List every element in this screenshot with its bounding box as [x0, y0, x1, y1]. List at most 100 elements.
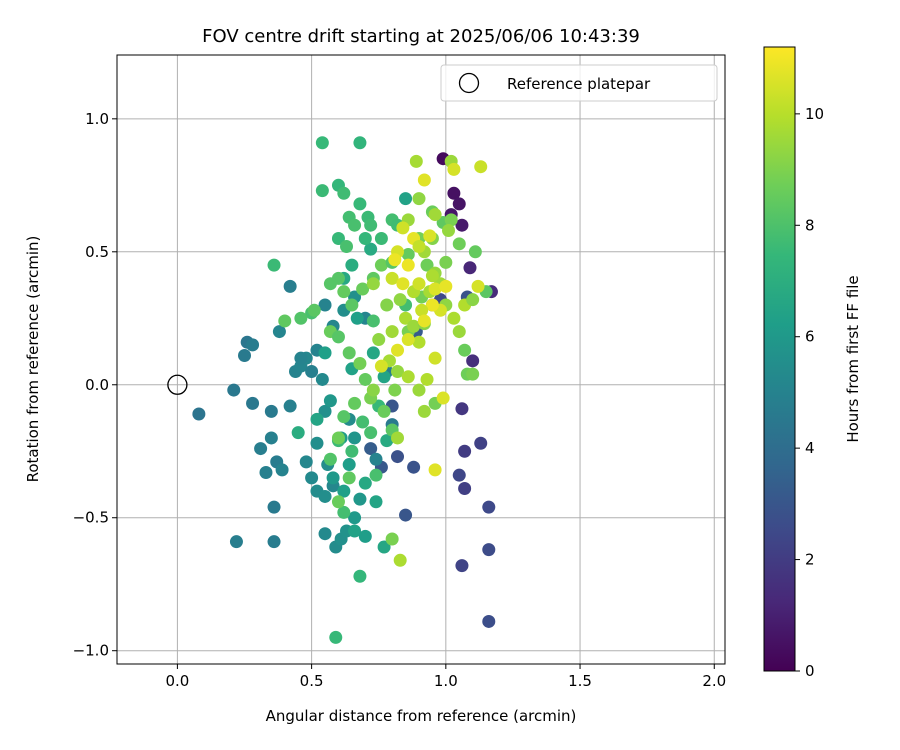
data-point: [331, 231, 345, 245]
data-point: [374, 231, 388, 245]
data-point: [299, 455, 313, 469]
y-axis-label: Rotation from reference (arcmin): [24, 236, 42, 483]
data-point: [310, 412, 324, 426]
colorbar-label: Hours from first FF file: [844, 275, 862, 442]
data-point: [264, 404, 278, 418]
data-point: [377, 370, 391, 384]
data-point: [399, 311, 413, 325]
data-point: [374, 359, 388, 373]
data-point: [291, 426, 305, 440]
data-point: [458, 444, 472, 458]
data-point: [442, 224, 456, 238]
data-point: [366, 277, 380, 291]
x-tick-label: 1.5: [568, 672, 592, 690]
data-point: [353, 569, 367, 583]
y-tick-label: 0.5: [85, 243, 109, 261]
data-point: [356, 282, 370, 296]
data-point: [407, 460, 421, 474]
chart-title: FOV centre drift starting at 2025/06/06 …: [202, 26, 640, 47]
data-point: [246, 396, 260, 410]
data-point: [417, 404, 431, 418]
colorbar-tick-label: 4: [805, 439, 815, 457]
data-point: [337, 484, 351, 498]
data-point: [452, 325, 466, 339]
data-point: [342, 458, 356, 472]
data-point: [315, 184, 329, 198]
data-point: [468, 245, 482, 259]
data-point: [331, 431, 345, 445]
data-point: [307, 303, 321, 317]
data-point: [345, 298, 359, 312]
data-point: [380, 434, 394, 448]
data-point: [428, 463, 442, 477]
x-tick-label: 0.5: [300, 672, 324, 690]
data-point: [366, 346, 380, 360]
data-point: [447, 162, 461, 176]
data-point: [364, 242, 378, 256]
data-point: [192, 407, 206, 421]
x-tick-label: 0.0: [165, 672, 189, 690]
data-point: [272, 325, 286, 339]
legend: Reference platepar: [440, 64, 718, 102]
data-point: [264, 431, 278, 445]
data-point: [267, 535, 281, 549]
y-tick-label: 0.0: [85, 376, 109, 394]
grid-lines: [117, 55, 725, 664]
data-point: [471, 279, 485, 293]
data-point: [420, 258, 434, 272]
data-point: [315, 372, 329, 386]
data-point: [305, 471, 319, 485]
data-point: [401, 258, 415, 272]
data-point: [455, 218, 469, 232]
data-point: [466, 367, 480, 381]
data-point: [482, 614, 496, 628]
data-point: [391, 431, 405, 445]
data-point: [391, 450, 405, 464]
data-point: [331, 495, 345, 509]
data-point: [315, 136, 329, 150]
data-point: [417, 173, 431, 187]
data-point: [366, 383, 380, 397]
data-point: [401, 247, 415, 261]
data-point: [348, 511, 362, 525]
data-point: [396, 221, 410, 235]
data-point: [428, 351, 442, 365]
data-point: [353, 136, 367, 150]
x-tick-label: 1.0: [434, 672, 458, 690]
data-point: [474, 160, 488, 174]
data-point: [377, 404, 391, 418]
data-point: [372, 333, 386, 347]
data-point: [385, 325, 399, 339]
data-point: [412, 335, 426, 349]
data-point: [283, 279, 297, 293]
y-tick-label: −0.5: [73, 509, 109, 527]
colorbar-tick-label: 10: [805, 105, 824, 123]
y-axis-ticks: −1.0 −0.5 0.0 0.5 1.0: [73, 110, 117, 660]
data-point: [366, 314, 380, 328]
data-point: [436, 391, 450, 405]
data-point: [348, 524, 362, 538]
data-point: [412, 239, 426, 253]
data-point: [369, 468, 383, 482]
data-point: [369, 452, 383, 466]
data-point: [399, 508, 413, 522]
data-point: [246, 338, 260, 352]
data-point: [388, 253, 402, 267]
data-point: [323, 452, 337, 466]
data-point: [466, 293, 480, 307]
data-point: [423, 229, 437, 243]
colorbar-tick-label: 2: [805, 551, 815, 569]
colorbar-tick-label: 0: [805, 662, 815, 680]
data-point: [318, 527, 332, 541]
data-point: [409, 154, 423, 168]
data-point: [358, 529, 372, 543]
data-point: [447, 186, 461, 200]
data-point: [452, 468, 466, 482]
data-point: [393, 293, 407, 307]
data-point: [294, 351, 308, 365]
data-point: [353, 492, 367, 506]
data-point: [401, 333, 415, 347]
data-point: [318, 298, 332, 312]
data-point: [345, 258, 359, 272]
